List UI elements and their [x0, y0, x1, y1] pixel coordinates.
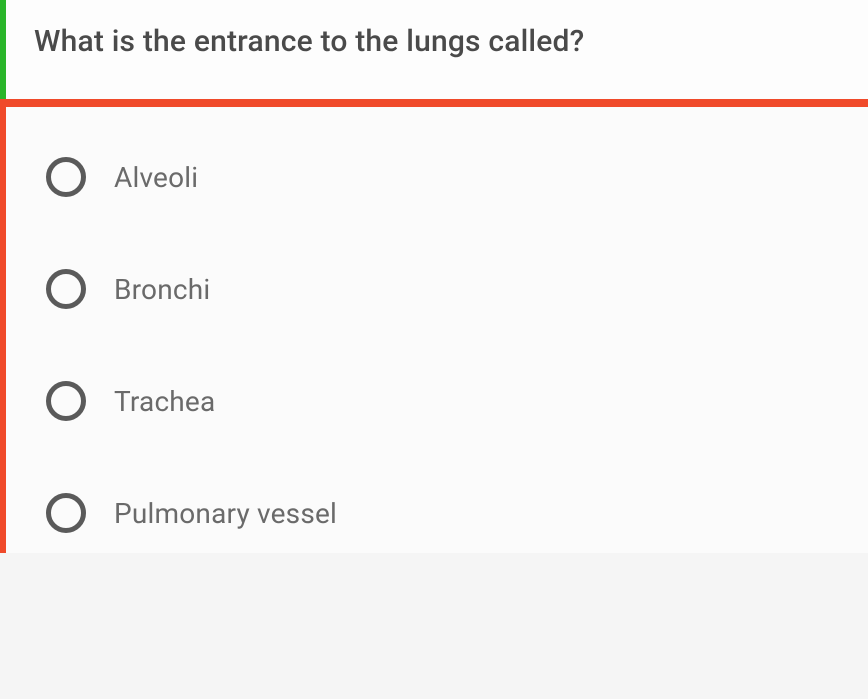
answer-option-pulmonary-vessel[interactable]: Pulmonary vessel — [46, 493, 848, 533]
answer-option-alveoli[interactable]: Alveoli — [46, 157, 848, 197]
quiz-container: What is the entrance to the lungs called… — [0, 0, 868, 699]
answer-label: Pulmonary vessel — [114, 497, 337, 530]
question-text: What is the entrance to the lungs called… — [34, 24, 848, 59]
question-section: What is the entrance to the lungs called… — [0, 0, 868, 99]
answer-label: Alveoli — [114, 161, 198, 194]
answer-option-bronchi[interactable]: Bronchi — [46, 269, 848, 309]
radio-icon — [46, 269, 86, 309]
radio-icon — [46, 381, 86, 421]
radio-icon — [46, 493, 86, 533]
section-divider — [0, 99, 868, 107]
answer-label: Trachea — [114, 385, 215, 418]
radio-icon — [46, 157, 86, 197]
answers-section: Alveoli Bronchi Trachea Pulmonary vessel — [0, 107, 868, 553]
answer-option-trachea[interactable]: Trachea — [46, 381, 848, 421]
answer-label: Bronchi — [114, 273, 210, 306]
